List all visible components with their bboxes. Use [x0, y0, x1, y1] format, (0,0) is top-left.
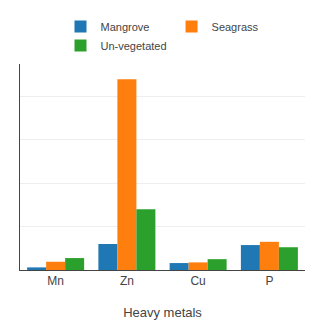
- svg-text:Heavy metals: Heavy metals: [123, 305, 202, 320]
- svg-text:Seagrass: Seagrass: [212, 21, 259, 33]
- svg-text:Mangrove: Mangrove: [101, 21, 150, 33]
- svg-text:P: P: [265, 274, 273, 288]
- svg-text:Un-vegetated: Un-vegetated: [101, 40, 167, 52]
- svg-text:Mn: Mn: [47, 274, 64, 288]
- svg-text:Cu: Cu: [190, 274, 205, 288]
- svg-text:Zn: Zn: [120, 274, 134, 288]
